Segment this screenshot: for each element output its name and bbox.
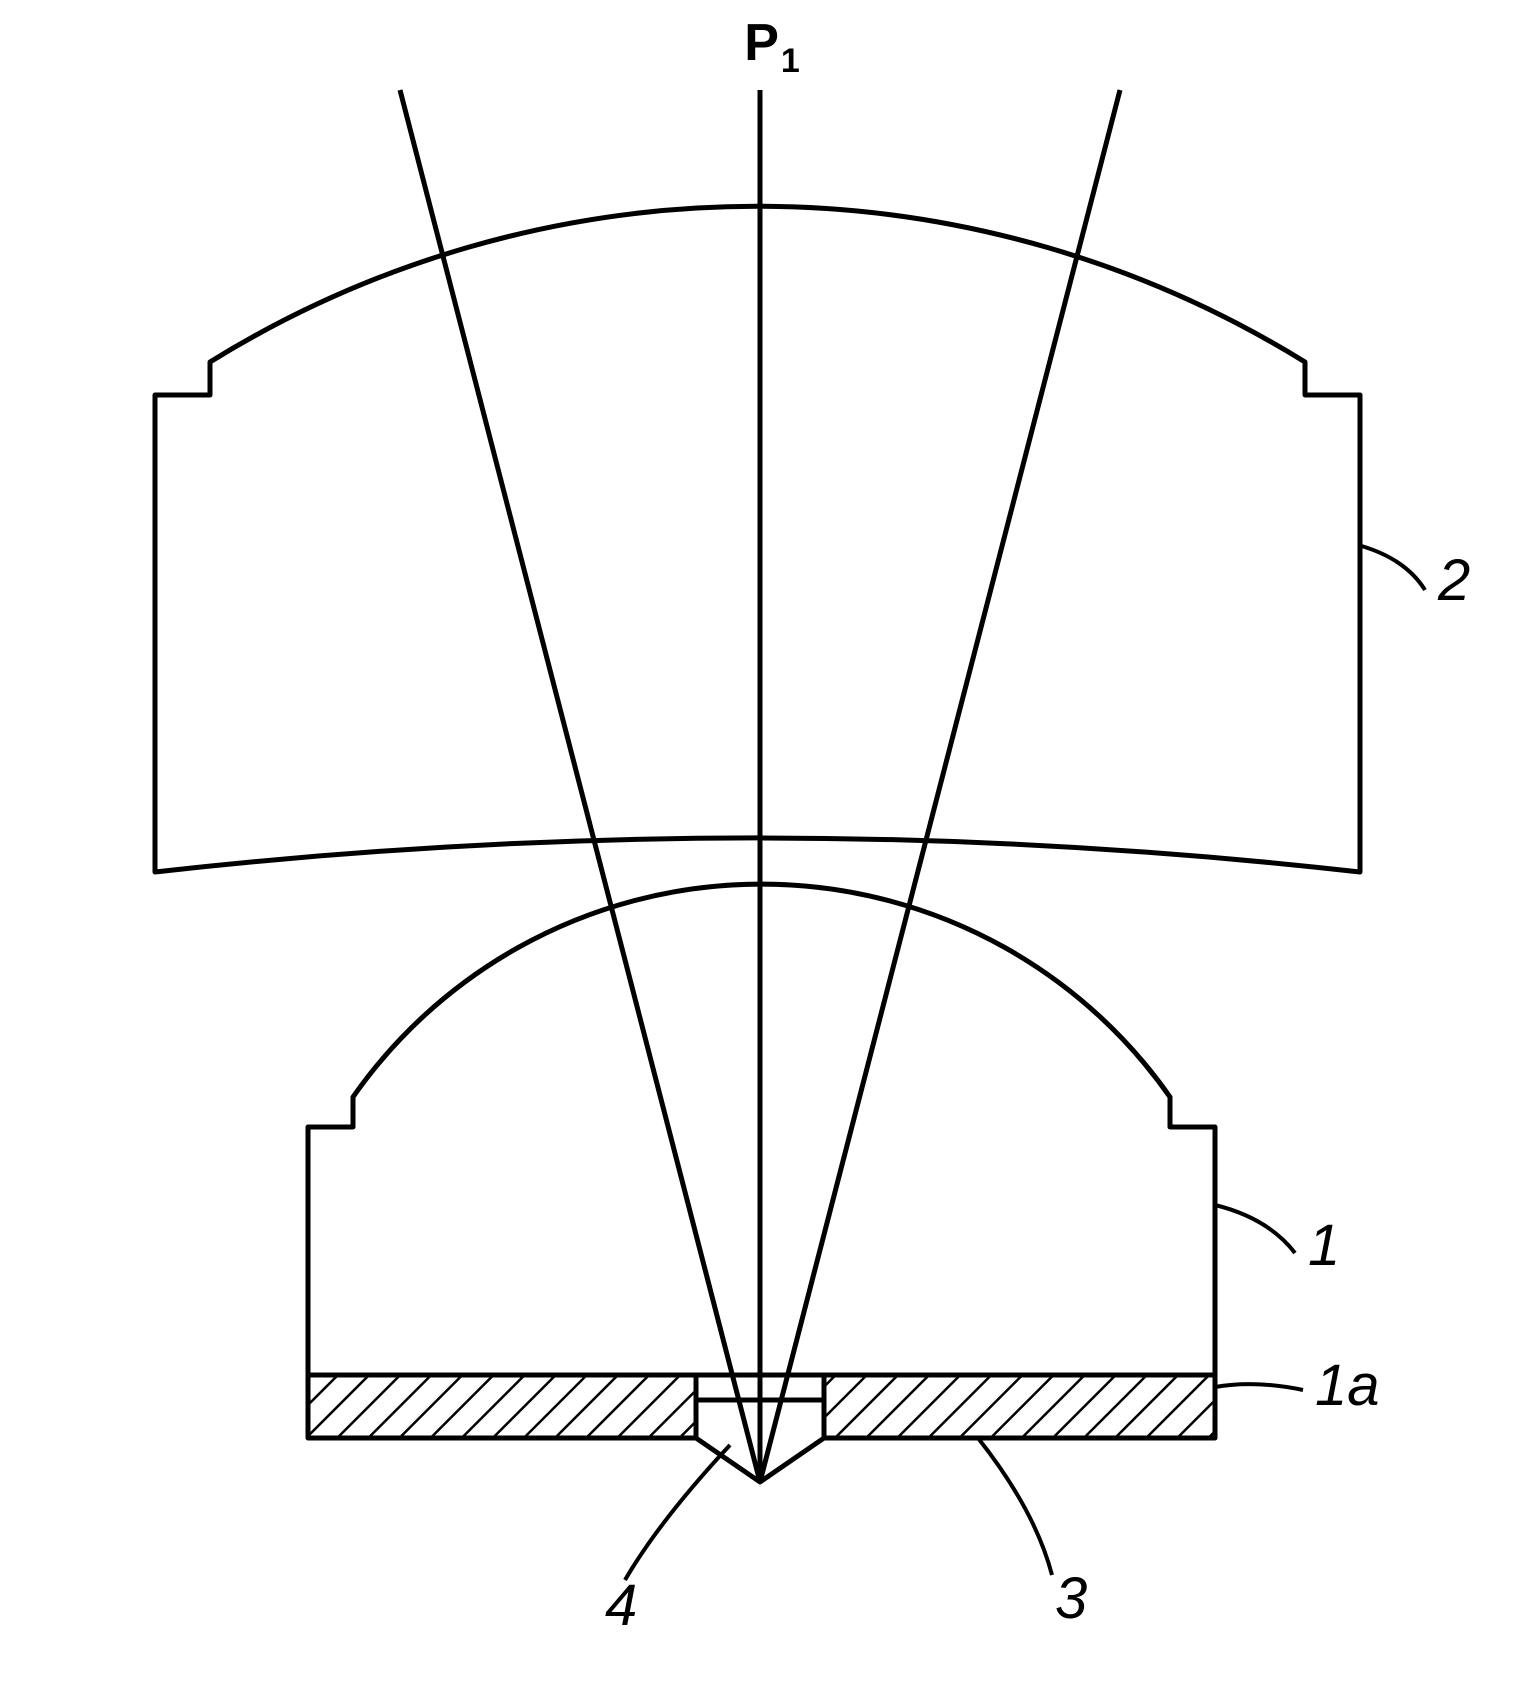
annotation-label_1: 1 bbox=[1308, 1213, 1340, 1278]
leader-label_1a bbox=[1215, 1384, 1303, 1390]
ray-left bbox=[400, 90, 760, 1482]
leader-label_2 bbox=[1358, 545, 1425, 590]
ray-right bbox=[760, 90, 1120, 1482]
leader-label_4 bbox=[625, 1445, 730, 1580]
axis-label: P1 bbox=[744, 14, 800, 80]
annotation-label_1a: 1a bbox=[1315, 1353, 1380, 1418]
leader-label_3 bbox=[978, 1438, 1052, 1575]
aperture-plate-right bbox=[824, 1375, 1215, 1438]
aperture-plate-left bbox=[308, 1375, 696, 1438]
leader-label_1 bbox=[1215, 1205, 1295, 1253]
annotation-label_4: 4 bbox=[605, 1573, 637, 1638]
annotation-label_2: 2 bbox=[1437, 548, 1470, 613]
annotation-label_3: 3 bbox=[1055, 1566, 1087, 1631]
